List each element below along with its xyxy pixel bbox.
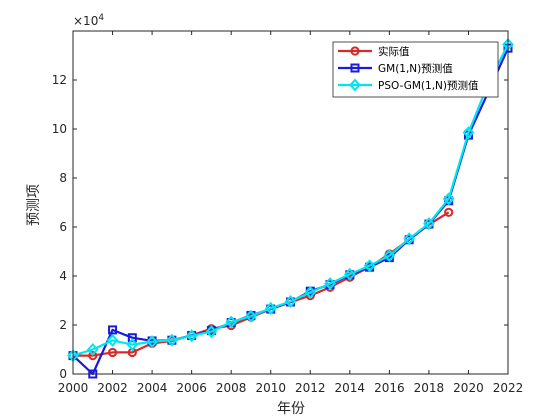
x-tick-label: 2018 xyxy=(414,381,445,395)
x-axis-label: 年份 xyxy=(277,401,305,417)
x-tick-label: 2020 xyxy=(453,381,484,395)
y-tick-label: 10 xyxy=(52,122,67,136)
y-axis-exponent: ×104 xyxy=(73,13,104,28)
x-tick-label: 2004 xyxy=(137,381,168,395)
x-tick-label: 2000 xyxy=(58,381,89,395)
data-point xyxy=(88,351,98,361)
data-point xyxy=(423,217,435,231)
legend-marker xyxy=(349,78,361,92)
data-point xyxy=(444,207,454,217)
data-point xyxy=(127,333,137,343)
x-tick-label: 2016 xyxy=(374,381,405,395)
y-tick-label: 6 xyxy=(59,220,67,234)
legend-entry: PSO-GM(1,N)预测值 xyxy=(338,78,479,92)
series-line xyxy=(72,44,509,357)
data-point xyxy=(264,301,277,315)
y-tick-label: 8 xyxy=(59,171,67,185)
legend: 实际值 GM(1,N)预测值 PSO-GM(1,N)预测值 xyxy=(332,41,499,98)
data-point xyxy=(383,249,396,263)
data-point xyxy=(284,294,297,308)
data-point xyxy=(304,285,317,299)
data-point xyxy=(108,325,118,335)
data-point xyxy=(343,267,356,281)
data-point xyxy=(107,347,118,358)
data-point xyxy=(442,192,455,206)
y-tick-label: 12 xyxy=(52,73,67,87)
data-point xyxy=(245,309,257,323)
legend-label: PSO-GM(1,N)预测值 xyxy=(378,79,479,92)
data-point xyxy=(403,232,415,246)
data-point xyxy=(106,333,119,347)
data-point xyxy=(146,335,158,349)
legend-label: GM(1,N)预测值 xyxy=(378,62,453,75)
legend-entry: 实际值 xyxy=(338,45,410,58)
data-point xyxy=(225,315,238,329)
x-tick-label: 2014 xyxy=(335,381,366,395)
y-tick-label: 2 xyxy=(59,318,67,332)
data-point xyxy=(205,325,218,339)
x-tick-label: 2010 xyxy=(255,381,286,395)
plot-frame xyxy=(72,30,509,375)
legend-label: 实际值 xyxy=(378,45,410,58)
data-point xyxy=(363,259,376,273)
y-tick-label: 0 xyxy=(59,367,67,381)
legend-marker xyxy=(350,63,360,73)
data-point xyxy=(462,126,475,140)
series-layer xyxy=(67,37,514,379)
legend-entry: GM(1,N)预测值 xyxy=(338,62,453,75)
x-tick-label: 2012 xyxy=(295,381,326,395)
x-tick-label: 2006 xyxy=(176,381,207,395)
y-tick-label: 4 xyxy=(59,269,67,283)
x-tick-label: 2008 xyxy=(216,381,247,395)
y-axis-label: 预测项 xyxy=(26,184,42,226)
data-point xyxy=(126,338,139,352)
data-point xyxy=(86,343,99,356)
x-tick-label: 2002 xyxy=(97,381,128,395)
tick-layer: 2000 2002 2004 2006 2008 2010 2012 2014 2016 2018… xyxy=(52,31,524,395)
x-tick-label: 2022 xyxy=(493,381,524,395)
data-point xyxy=(185,329,198,343)
data-point xyxy=(324,277,336,291)
series-2 xyxy=(67,37,514,363)
data-point xyxy=(166,333,178,347)
legend-marker xyxy=(350,46,360,56)
